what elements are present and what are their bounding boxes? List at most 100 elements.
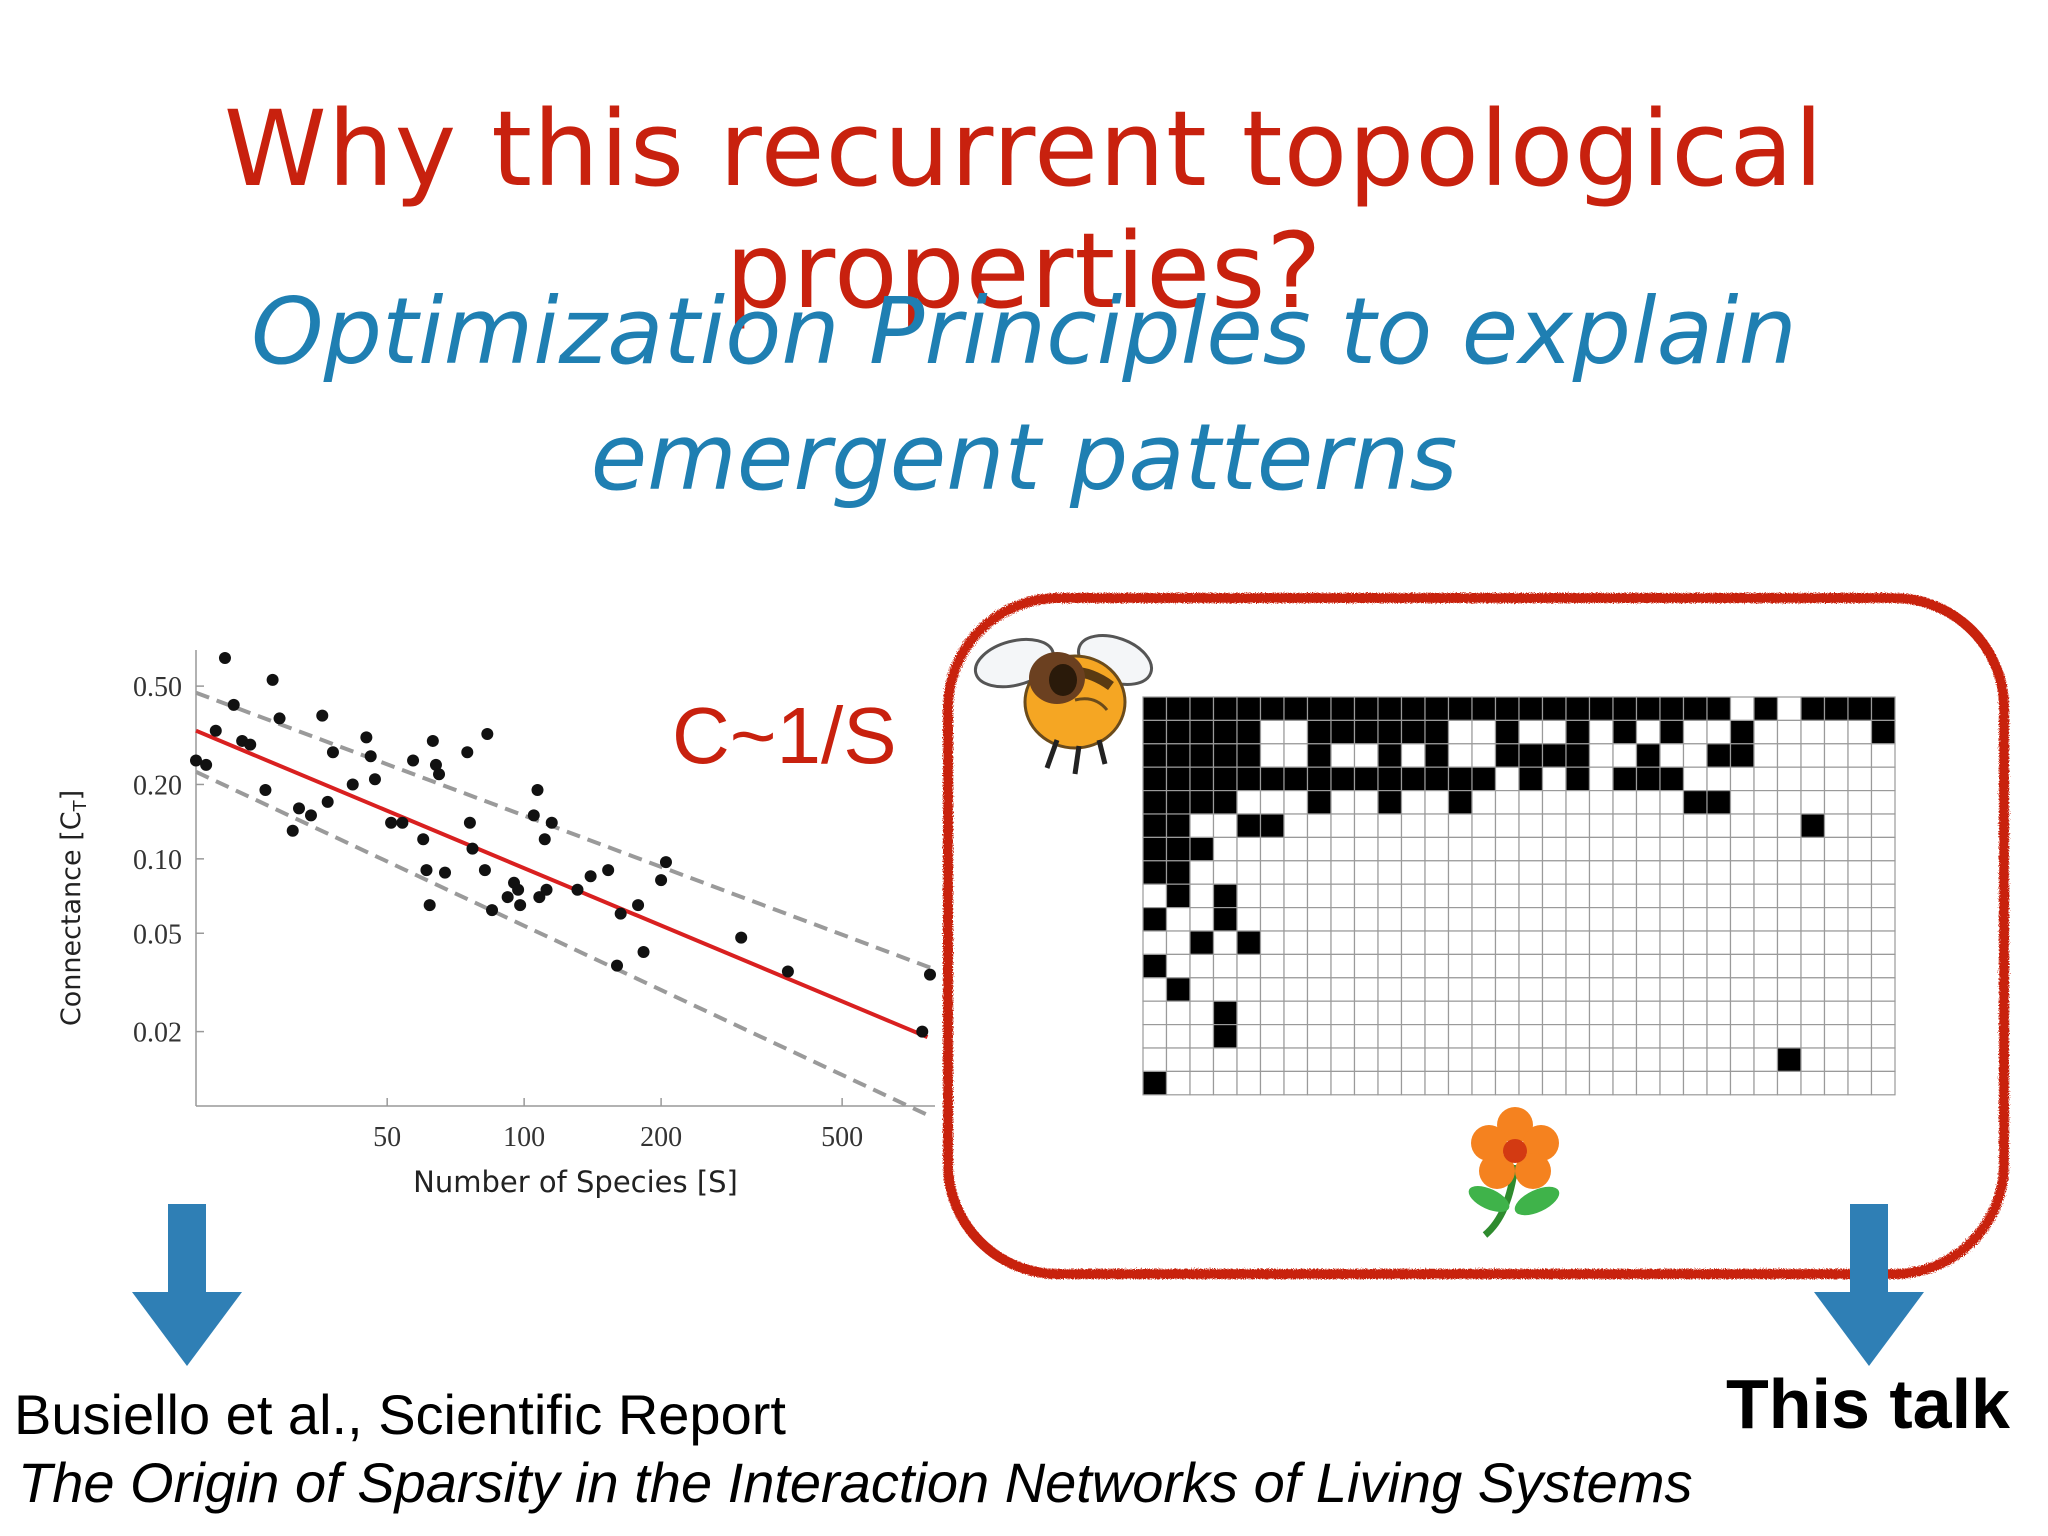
matrix-cell bbox=[1236, 766, 1262, 792]
matrix-cell bbox=[1682, 1047, 1708, 1072]
matrix-cell bbox=[1870, 766, 1896, 792]
matrix-cell bbox=[1377, 696, 1403, 721]
matrix-cell bbox=[1635, 1047, 1661, 1072]
matrix-cell bbox=[1400, 1070, 1426, 1096]
matrix-cell bbox=[1189, 1070, 1215, 1096]
matrix-cell bbox=[1447, 1047, 1473, 1072]
arrow-down-icon bbox=[1814, 1204, 1924, 1366]
matrix-cell bbox=[1142, 977, 1168, 1002]
matrix-cell bbox=[1259, 930, 1285, 955]
matrix-cell bbox=[1377, 953, 1403, 979]
matrix-cell bbox=[1471, 719, 1497, 745]
data-point bbox=[360, 731, 373, 744]
matrix-cell bbox=[1259, 696, 1285, 721]
matrix-cell bbox=[1659, 953, 1685, 979]
matrix-cell bbox=[1212, 790, 1238, 815]
data-point bbox=[273, 712, 286, 725]
matrix-cell bbox=[1330, 743, 1356, 768]
matrix-cell bbox=[1259, 836, 1285, 862]
matrix-cell bbox=[1236, 719, 1262, 745]
matrix-cell bbox=[1283, 1024, 1309, 1049]
matrix-cell bbox=[1424, 930, 1450, 955]
matrix-cell bbox=[1800, 930, 1826, 955]
matrix-cell bbox=[1212, 860, 1238, 885]
matrix-cell bbox=[1823, 860, 1849, 885]
matrix-cell bbox=[1753, 766, 1779, 792]
matrix-cell bbox=[1800, 907, 1826, 932]
chart-axes bbox=[195, 650, 935, 1107]
flower-icon bbox=[1468, 1107, 1560, 1238]
interaction-matrix bbox=[1142, 696, 1896, 1096]
matrix-cell bbox=[1212, 1000, 1238, 1026]
matrix-cell bbox=[1424, 1047, 1450, 1072]
data-point bbox=[571, 883, 584, 896]
matrix-cell bbox=[1706, 1047, 1732, 1072]
matrix-cell bbox=[1306, 1000, 1332, 1026]
scaling-law-label: C~1/S bbox=[672, 691, 897, 780]
matrix-cell bbox=[1471, 860, 1497, 885]
matrix-cell bbox=[1353, 719, 1379, 745]
data-point bbox=[614, 907, 627, 920]
matrix-cell bbox=[1847, 1047, 1873, 1072]
matrix-cell bbox=[1776, 907, 1802, 932]
matrix-cell bbox=[1306, 977, 1332, 1002]
matrix-cell bbox=[1753, 1000, 1779, 1026]
matrix-cell bbox=[1353, 743, 1379, 768]
matrix-cell bbox=[1635, 977, 1661, 1002]
matrix-cell bbox=[1236, 1024, 1262, 1049]
matrix-cell bbox=[1306, 930, 1332, 955]
matrix-cell bbox=[1870, 930, 1896, 955]
matrix-cell bbox=[1565, 1024, 1591, 1049]
matrix-cell bbox=[1753, 1024, 1779, 1049]
data-point bbox=[478, 864, 491, 877]
x-tick-label: 500 bbox=[821, 1122, 863, 1153]
matrix-cell bbox=[1729, 1070, 1755, 1096]
matrix-cell bbox=[1541, 719, 1567, 745]
matrix-cell bbox=[1518, 883, 1544, 909]
matrix-cell bbox=[1800, 766, 1826, 792]
citation-title: The Origin of Sparsity in the Interactio… bbox=[18, 1451, 1693, 1514]
data-point bbox=[266, 673, 279, 686]
matrix-cell bbox=[1729, 883, 1755, 909]
slide-title: Why this recurrent topological propertie… bbox=[223, 88, 1825, 332]
matrix-cell bbox=[1588, 743, 1614, 768]
matrix-cell bbox=[1823, 953, 1849, 979]
matrix-cell bbox=[1330, 696, 1356, 721]
matrix-cell bbox=[1447, 766, 1473, 792]
matrix-cell bbox=[1494, 766, 1520, 792]
matrix-cell bbox=[1753, 696, 1779, 721]
matrix-cell bbox=[1189, 813, 1215, 838]
matrix-cell bbox=[1165, 1070, 1191, 1096]
matrix-cell bbox=[1682, 1070, 1708, 1096]
matrix-cell bbox=[1870, 1047, 1896, 1072]
matrix-cell bbox=[1753, 1070, 1779, 1096]
matrix-cell bbox=[1212, 1024, 1238, 1049]
matrix-cell bbox=[1471, 883, 1497, 909]
matrix-cell bbox=[1330, 1024, 1356, 1049]
matrix-cell bbox=[1189, 766, 1215, 792]
matrix-cell bbox=[1870, 696, 1896, 721]
matrix-cell bbox=[1682, 883, 1708, 909]
matrix-cell bbox=[1283, 743, 1309, 768]
data-point bbox=[368, 773, 381, 786]
matrix-cell bbox=[1353, 1000, 1379, 1026]
matrix-cell bbox=[1165, 977, 1191, 1002]
matrix-cell bbox=[1518, 1000, 1544, 1026]
y-tick-label: 0.02 bbox=[133, 1018, 182, 1049]
matrix-cell bbox=[1518, 766, 1544, 792]
matrix-cell bbox=[1706, 790, 1732, 815]
matrix-cell bbox=[1659, 1047, 1685, 1072]
matrix-cell bbox=[1353, 836, 1379, 862]
matrix-cell bbox=[1400, 883, 1426, 909]
matrix-cell bbox=[1424, 1024, 1450, 1049]
matrix-cell bbox=[1588, 977, 1614, 1002]
matrix-cell bbox=[1471, 1024, 1497, 1049]
matrix-cell bbox=[1565, 790, 1591, 815]
matrix-cell bbox=[1259, 883, 1285, 909]
data-point bbox=[346, 778, 359, 791]
matrix-cell bbox=[1541, 860, 1567, 885]
matrix-cell bbox=[1283, 813, 1309, 838]
data-point bbox=[286, 824, 299, 837]
data-point bbox=[326, 746, 339, 759]
matrix-cell bbox=[1494, 836, 1520, 862]
